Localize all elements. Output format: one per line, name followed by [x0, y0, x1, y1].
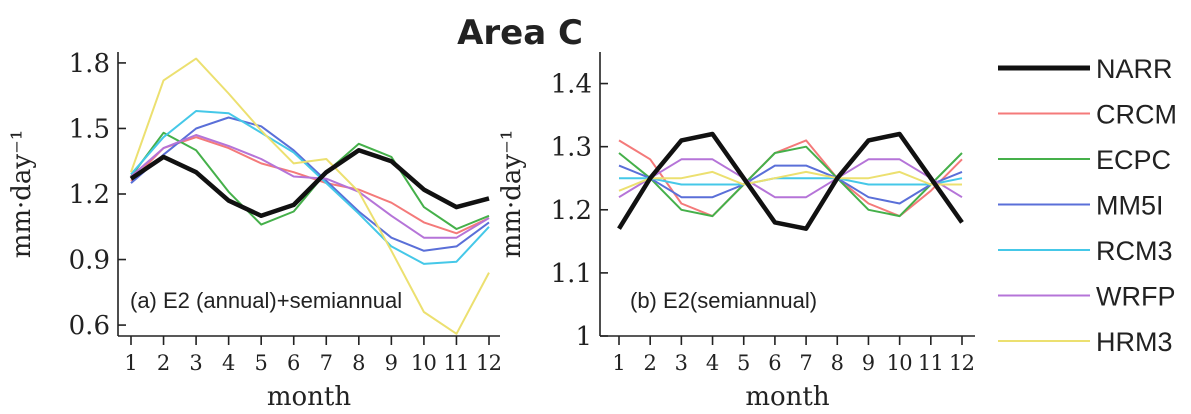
- x-tick-label: 10: [887, 351, 913, 375]
- x-tick-label: 2: [157, 351, 170, 375]
- x-axis-label: month: [267, 382, 352, 412]
- series-line-hrm3: [618, 170, 962, 192]
- legend-label-mm5i: MM5I: [1096, 191, 1164, 221]
- x-tick-label: 12: [476, 351, 502, 375]
- legend: NARR CRCM ECPC MM5I RCM3 WRFP HRM3: [998, 54, 1177, 357]
- y-tick-label: 0.6: [69, 311, 110, 341]
- x-tick-label: 3: [675, 351, 688, 375]
- x-tick-label: 5: [254, 351, 267, 375]
- y-tick-label: 0.9: [69, 246, 110, 276]
- series-line-crcm: [130, 136, 490, 235]
- y-axis-label: mm·day⁻¹: [7, 130, 37, 259]
- x-tick-label: 1: [612, 351, 625, 375]
- x-tick-label: 9: [862, 351, 875, 375]
- series-line-wrfp: [618, 158, 963, 199]
- legend-label-crcm: CRCM: [1096, 100, 1177, 130]
- panel-a: 0.60.91.21.51.81 2 3 4 5 6 7 8 9 10 11 12monthmm·da…: [7, 49, 502, 412]
- x-tick-label: 1: [124, 351, 137, 375]
- x-tick-label: 3: [189, 351, 202, 375]
- legend-label-narr: NARR: [1096, 54, 1173, 84]
- series-line-mm5i: [130, 116, 490, 252]
- series-line-ecpc: [618, 145, 963, 218]
- y-tick-label: 1.4: [551, 70, 592, 100]
- x-tick-label: 11: [443, 351, 469, 375]
- x-tick-label: 4: [706, 351, 719, 375]
- x-tick-label: 11: [918, 351, 944, 375]
- y-tick-label: 1.1: [551, 259, 592, 289]
- x-tick-label: 8: [352, 351, 365, 375]
- panel-label: (a) E2 (annual)+semiannual: [130, 288, 402, 313]
- legend-label-ecpc: ECPC: [1096, 145, 1171, 175]
- x-tick-label: 10: [411, 351, 437, 375]
- x-tick-label: 8: [831, 351, 844, 375]
- series-line-rcm3: [130, 110, 490, 265]
- x-axis-label: month: [745, 382, 830, 412]
- x-tick-label: 5: [737, 351, 750, 375]
- x-tick-label: 7: [799, 351, 812, 375]
- series-line-hrm3: [130, 57, 490, 335]
- y-tick-label: 1.8: [69, 49, 110, 79]
- series-line-narr: [129, 148, 490, 219]
- legend-label-hrm3: HRM3: [1096, 327, 1173, 357]
- series-line-narr: [617, 131, 964, 231]
- legend-label-wrfp: WRFP: [1096, 282, 1175, 312]
- x-tick-label: 6: [768, 351, 781, 375]
- y-tick-label: 1: [575, 322, 592, 352]
- series-line-ecpc: [130, 131, 490, 230]
- panel-label: (b) E2(semiannual): [630, 288, 817, 313]
- chart-title: Area C: [457, 13, 583, 53]
- series-line-wrfp: [130, 134, 490, 239]
- series-line-rcm3: [619, 177, 963, 186]
- x-tick-label: 12: [949, 351, 975, 375]
- y-tick-label: 1.2: [551, 196, 592, 226]
- x-tick-label: 9: [385, 351, 398, 375]
- legend-label-rcm3: RCM3: [1096, 236, 1173, 266]
- x-tick-label: 6: [287, 351, 300, 375]
- series-line-mm5i: [618, 164, 963, 205]
- y-axis-label: mm·day⁻¹: [497, 130, 527, 259]
- x-tick-label: 4: [222, 351, 235, 375]
- y-tick-label: 1.2: [69, 180, 110, 210]
- x-tick-label: 2: [643, 351, 656, 375]
- y-tick-label: 1.3: [551, 133, 592, 163]
- panel-b: 11.11.21.31.41 2 3 4 5 6 7 8 9 10 11 12monthmm·day⁻…: [497, 52, 975, 412]
- x-tick-label: 7: [320, 351, 333, 375]
- y-tick-label: 1.5: [69, 114, 110, 144]
